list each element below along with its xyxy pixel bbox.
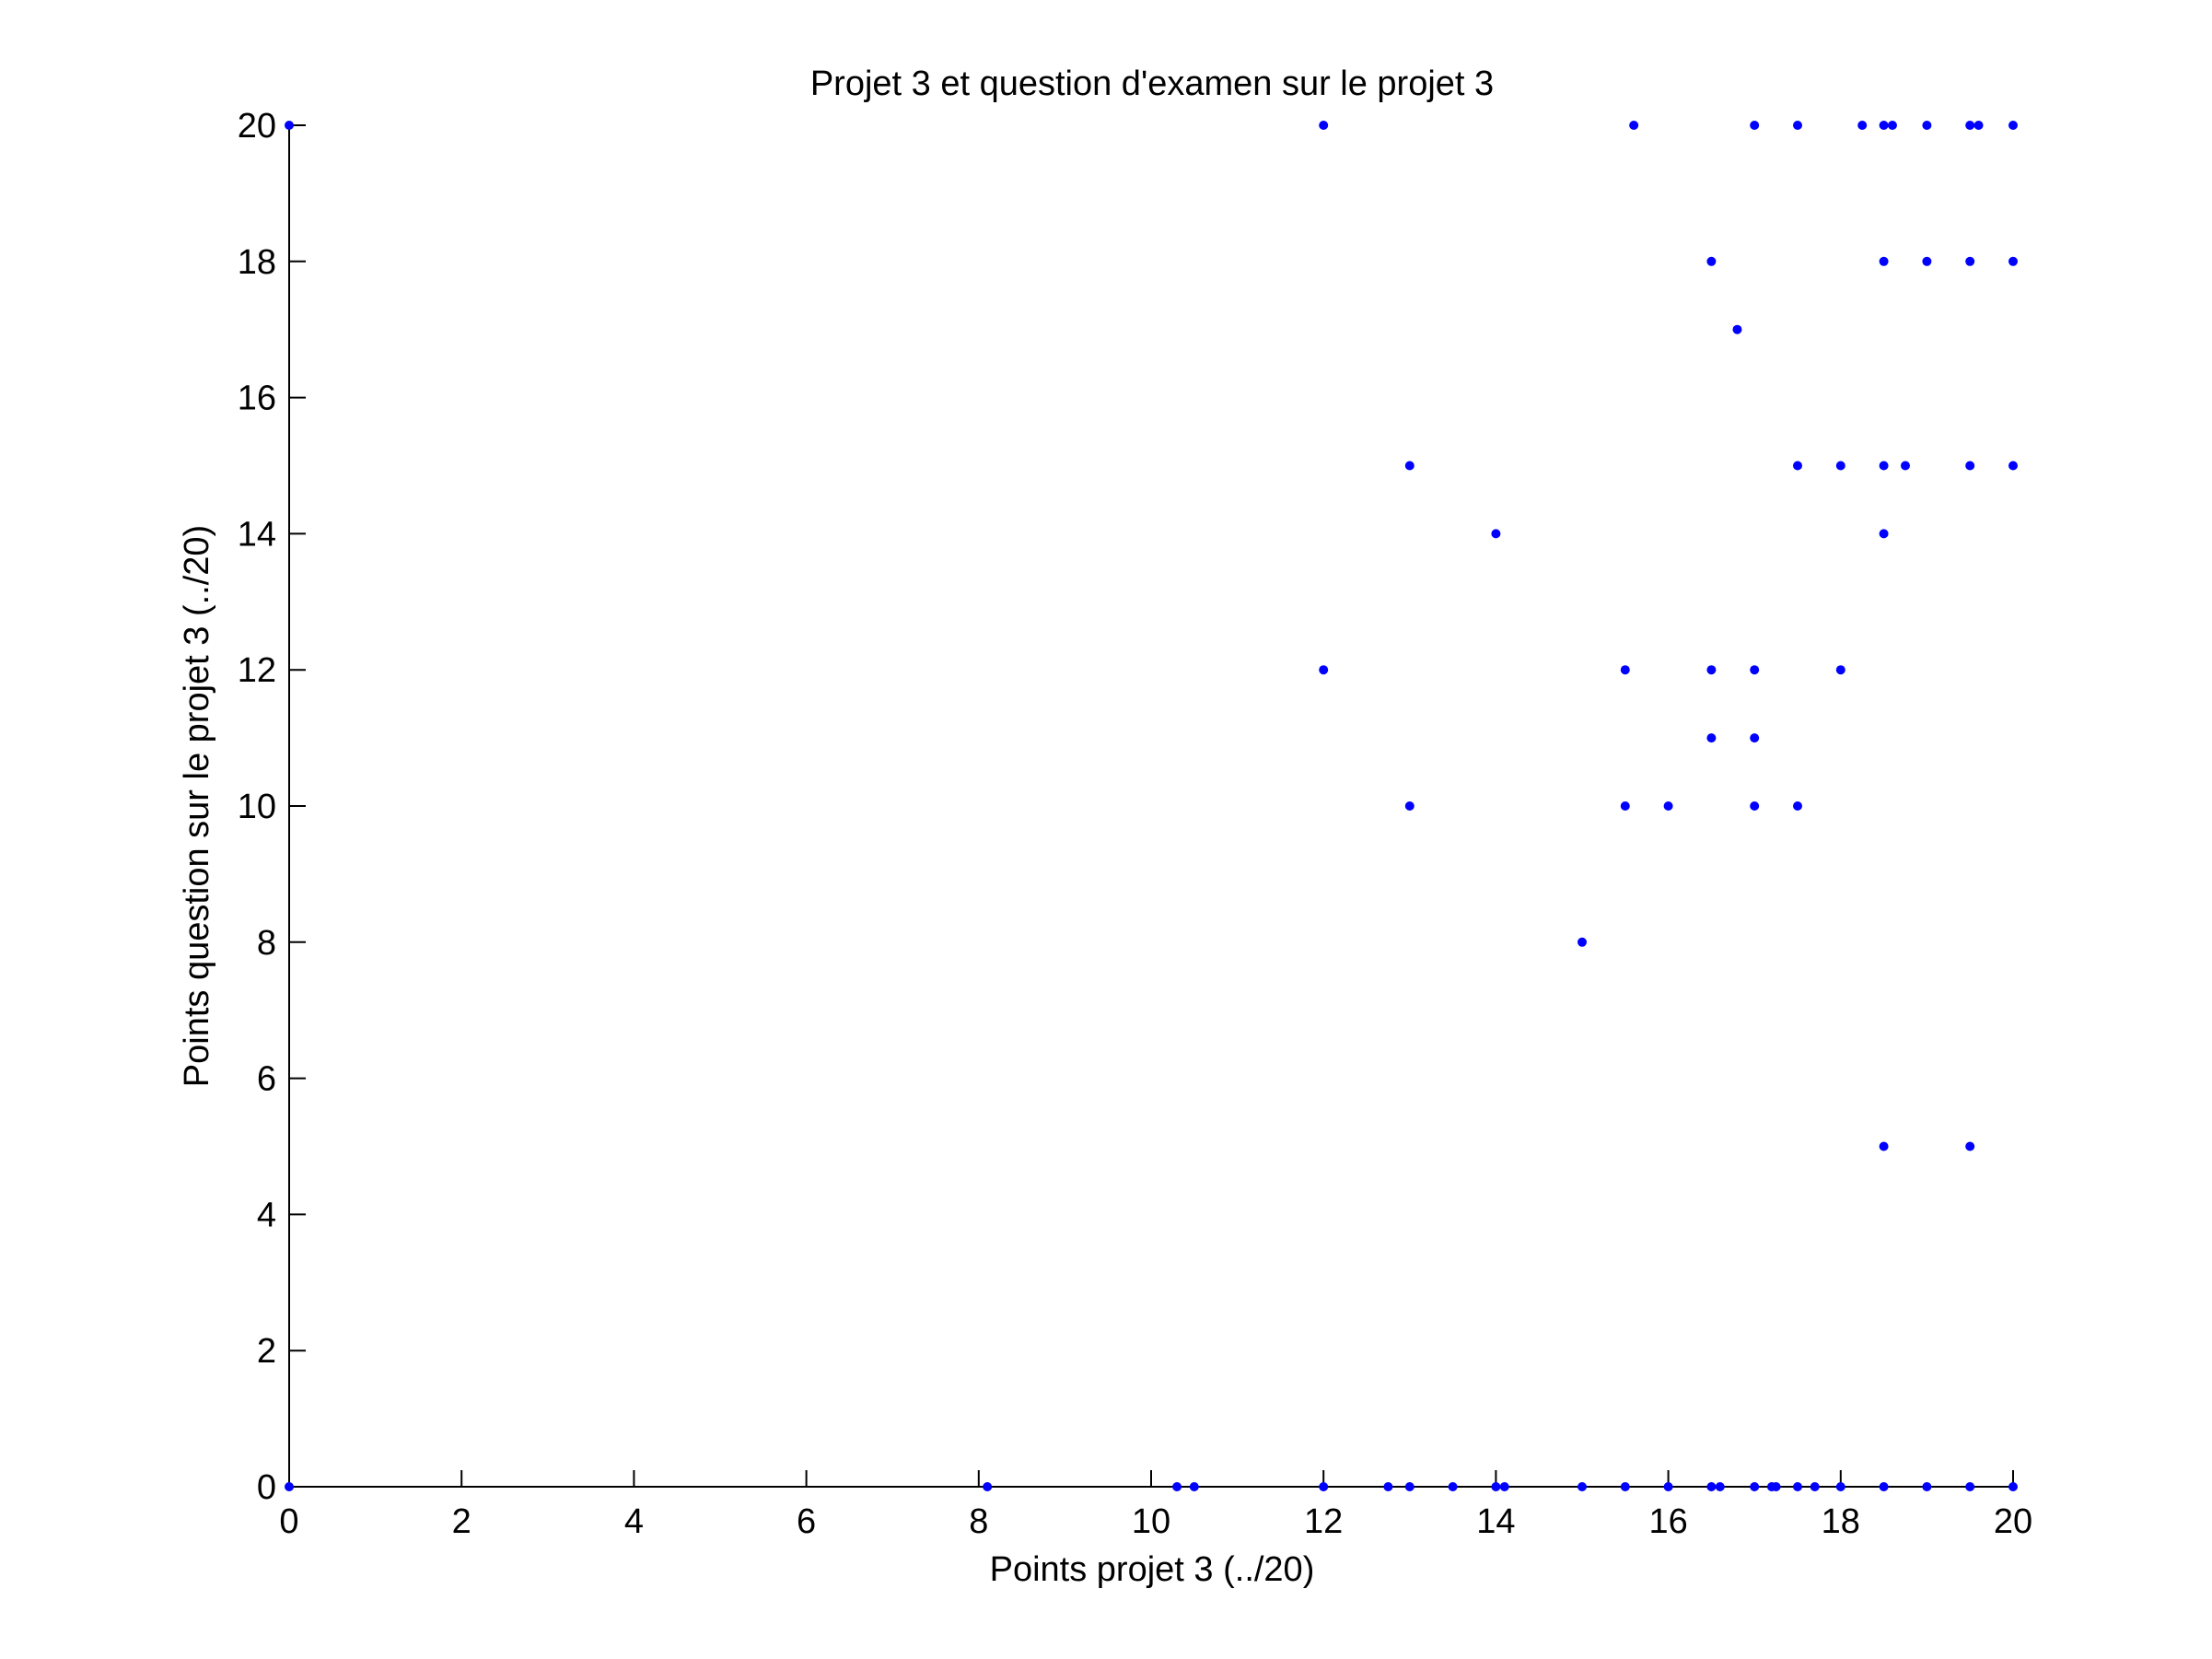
data-point (1922, 256, 1932, 266)
x-tick-label: 10 (1132, 1502, 1170, 1541)
data-point (1965, 1141, 1975, 1151)
data-point (1750, 1482, 1760, 1491)
data-point (1750, 121, 1760, 130)
data-point (1499, 1482, 1509, 1491)
y-ticks: 0 2 4 6 8 10 12 14 16 18 20 (238, 107, 306, 1507)
data-point (1879, 121, 1889, 130)
data-point (2008, 121, 2018, 130)
data-point (1706, 256, 1717, 266)
data-point (1715, 1482, 1725, 1491)
y-tick-label: 18 (238, 243, 276, 282)
y-tick-label: 4 (257, 1196, 276, 1234)
data-point (1732, 324, 1742, 334)
data-point (1965, 121, 1975, 130)
data-point (1879, 1141, 1889, 1151)
data-point (1835, 461, 1845, 471)
data-point (285, 1482, 294, 1491)
x-tick-label: 18 (1822, 1502, 1860, 1541)
data-point (1750, 733, 1760, 743)
data-point (1750, 665, 1760, 675)
data-point (1793, 121, 1802, 130)
x-tick-label: 14 (1476, 1502, 1515, 1541)
data-point (1973, 121, 1984, 130)
data-point (1620, 1482, 1630, 1491)
data-point (1620, 801, 1630, 811)
data-points (285, 121, 2018, 1491)
y-axis-label: Points question sur le projet 3 (../20) (178, 525, 216, 1087)
data-point (1965, 1482, 1975, 1491)
data-point (1706, 665, 1717, 675)
data-point (1835, 665, 1845, 675)
data-point (1965, 461, 1975, 471)
data-point (1793, 1482, 1802, 1491)
y-tick-label: 16 (238, 380, 276, 418)
x-tick-label: 20 (1994, 1502, 2032, 1541)
y-tick-label: 20 (238, 107, 276, 146)
data-point (1383, 1482, 1393, 1491)
data-point (1663, 801, 1673, 811)
y-tick-label: 14 (238, 515, 276, 554)
y-tick-label: 8 (257, 924, 276, 963)
y-tick-label: 10 (238, 788, 276, 826)
data-point (1578, 937, 1587, 947)
data-point (1879, 256, 1889, 266)
data-point (1404, 461, 1415, 471)
data-point (1922, 1482, 1932, 1491)
y-tick-label: 12 (238, 651, 276, 690)
x-tick-label: 6 (797, 1502, 816, 1541)
y-tick-label: 6 (257, 1060, 276, 1099)
data-point (1901, 461, 1910, 471)
x-tick-label: 4 (624, 1502, 644, 1541)
data-point (1965, 256, 1975, 266)
data-point (1620, 665, 1630, 675)
x-ticks: 0 2 4 6 8 10 12 14 16 18 20 (279, 1470, 2032, 1541)
chart-title: Projet 3 et question d'examen sur le pro… (810, 64, 1494, 103)
x-tick-label: 8 (969, 1502, 988, 1541)
data-point (1319, 665, 1329, 675)
data-point (1578, 1482, 1587, 1491)
x-tick-label: 16 (1648, 1502, 1687, 1541)
data-point (1771, 1482, 1781, 1491)
x-tick-label: 2 (452, 1502, 472, 1541)
data-point (1189, 1482, 1199, 1491)
data-point (1491, 1482, 1501, 1491)
data-point (1706, 733, 1717, 743)
data-point (983, 1482, 993, 1491)
data-point (1663, 1482, 1673, 1491)
data-point (1857, 121, 1868, 130)
data-point (1404, 801, 1415, 811)
data-point (1879, 461, 1889, 471)
data-point (1793, 461, 1802, 471)
x-tick-label: 12 (1304, 1502, 1343, 1541)
data-point (2008, 1482, 2018, 1491)
data-point (1319, 121, 1329, 130)
data-point (1448, 1482, 1458, 1491)
y-tick-label: 0 (257, 1468, 276, 1507)
data-point (1319, 1482, 1329, 1491)
data-point (1491, 529, 1501, 539)
y-tick-label: 2 (257, 1332, 276, 1371)
data-point (2008, 461, 2018, 471)
data-point (1879, 529, 1889, 539)
x-axis-label: Points projet 3 (../20) (990, 1550, 1315, 1589)
data-point (1887, 121, 1897, 130)
data-point (1810, 1482, 1820, 1491)
x-tick-label: 0 (279, 1502, 298, 1541)
data-point (1835, 1482, 1845, 1491)
data-point (1879, 1482, 1889, 1491)
data-point (1750, 801, 1760, 811)
data-point (1172, 1482, 1182, 1491)
data-point (1793, 801, 1802, 811)
data-point (1922, 121, 1932, 130)
data-point (1706, 1482, 1717, 1491)
data-point (2008, 256, 2018, 266)
data-point (1629, 121, 1639, 130)
data-point (1404, 1482, 1415, 1491)
data-point (285, 121, 294, 130)
